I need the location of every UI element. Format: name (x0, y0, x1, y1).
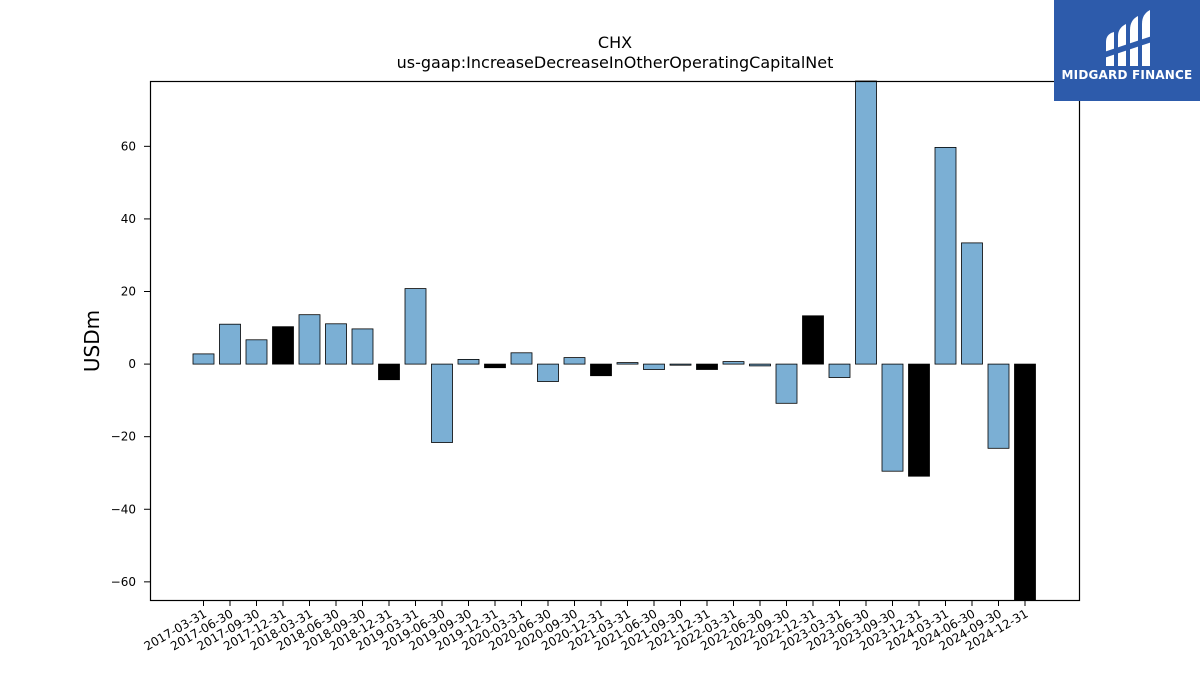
bar (669, 363, 692, 366)
bar (351, 328, 374, 365)
y-tick-label: 20 (121, 285, 136, 299)
y-tick-label: −60 (111, 575, 136, 589)
y-axis-label: USDm (80, 310, 104, 372)
bar (802, 315, 824, 365)
bar (431, 363, 453, 443)
bar (934, 146, 957, 365)
bar (272, 326, 294, 365)
bar (855, 80, 877, 365)
y-tick-label: 60 (121, 139, 136, 153)
bar (987, 363, 1010, 449)
bar (537, 363, 559, 382)
y-tick-label: 40 (121, 212, 136, 226)
y-tick-label: −40 (111, 502, 136, 516)
bar (298, 314, 321, 365)
bar (616, 362, 639, 365)
bar (1014, 363, 1036, 601)
bar (457, 358, 480, 365)
bar (775, 363, 798, 404)
midgard-mark-icon (1104, 10, 1152, 66)
bar (722, 361, 745, 365)
bar (881, 363, 904, 472)
bar (961, 242, 983, 365)
x-axis-ticks: 2017-03-312017-06-302017-09-302017-12-31… (142, 600, 1031, 653)
plot-frame (149, 80, 1081, 602)
bar (563, 357, 586, 365)
bar (749, 363, 771, 367)
bar (590, 363, 612, 377)
bar (510, 352, 533, 365)
chart-title: CHX (598, 33, 632, 52)
bar (404, 288, 427, 365)
bar (245, 339, 268, 365)
bar (908, 363, 930, 477)
bar (484, 363, 506, 369)
logo-text: MIDGARD FINANCE (1061, 68, 1193, 82)
bars-group (192, 80, 1036, 601)
bar (219, 323, 241, 365)
bar (378, 363, 400, 381)
bar (192, 353, 215, 365)
y-tick-label: −20 (111, 430, 136, 444)
y-tick-label: 0 (128, 357, 136, 371)
logo: MIDGARD FINANCE (1054, 0, 1200, 101)
chart-subtitle: us-gaap:IncreaseDecreaseInOtherOperating… (397, 53, 834, 72)
bar (696, 363, 718, 370)
y-axis-ticks: −60 −40 −20 0 20 40 60 (111, 139, 150, 589)
bar (325, 323, 347, 365)
bar (643, 363, 665, 370)
bar (828, 363, 851, 378)
